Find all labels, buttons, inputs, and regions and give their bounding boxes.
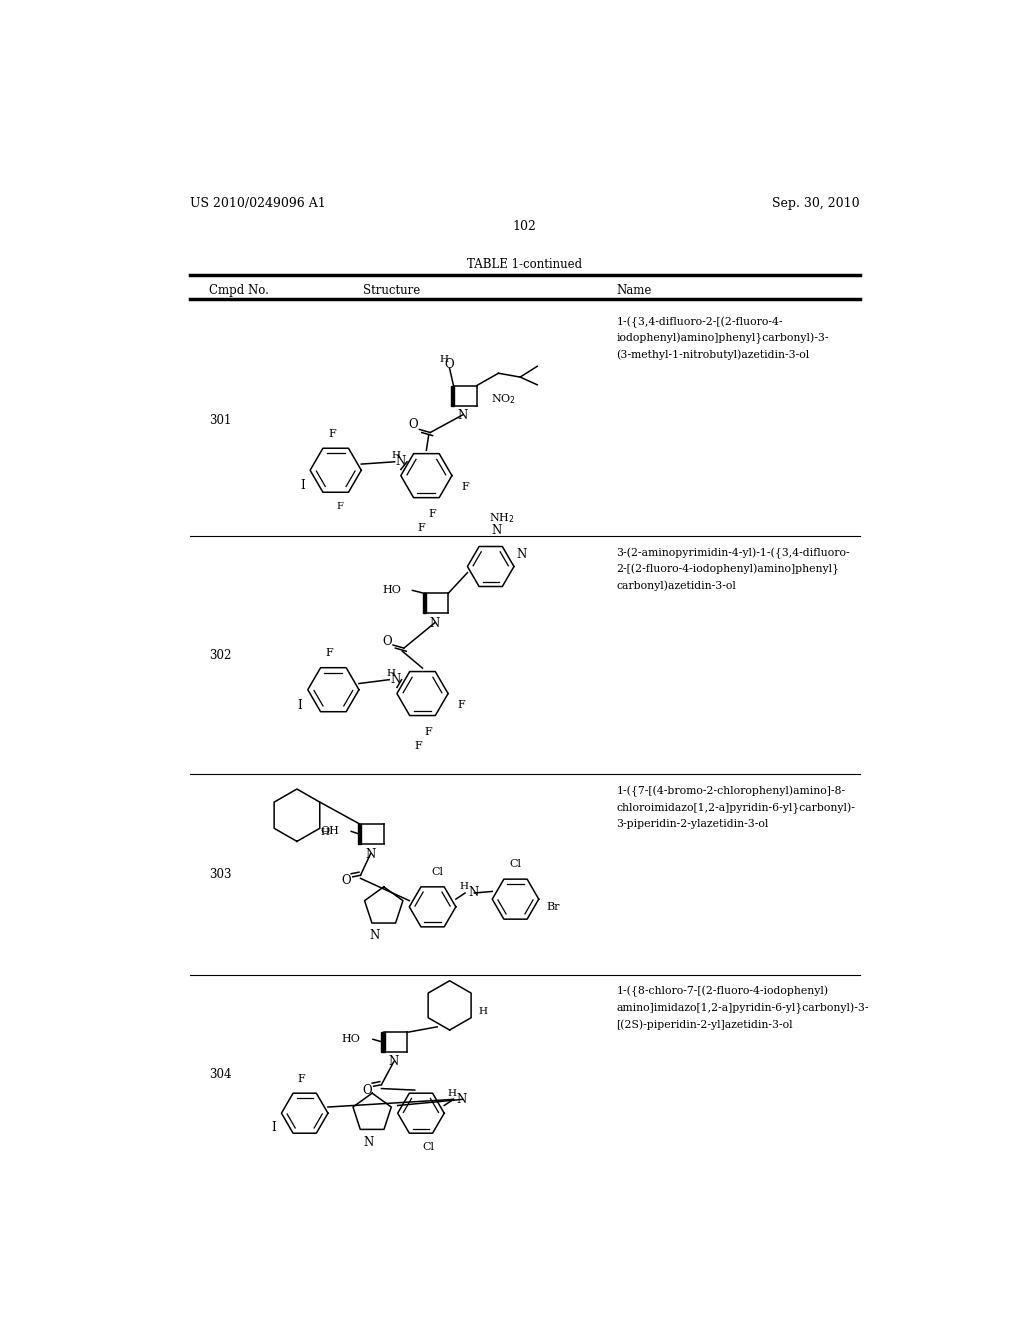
Text: F: F xyxy=(326,648,334,659)
Text: F: F xyxy=(429,508,436,519)
Text: I: I xyxy=(271,1121,276,1134)
Text: F: F xyxy=(458,700,465,710)
Text: N: N xyxy=(492,524,502,537)
Text: H: H xyxy=(478,1007,487,1016)
Text: N: N xyxy=(395,455,406,469)
Text: 301: 301 xyxy=(209,413,231,426)
Text: N: N xyxy=(366,847,376,861)
Text: H: H xyxy=(391,451,400,461)
Text: H: H xyxy=(321,828,330,837)
Text: F: F xyxy=(418,523,426,532)
Text: NO$_2$: NO$_2$ xyxy=(490,392,516,407)
Text: F: F xyxy=(328,429,336,438)
Text: HO: HO xyxy=(383,585,401,595)
Text: 304: 304 xyxy=(209,1068,231,1081)
Text: TABLE 1-continued: TABLE 1-continued xyxy=(467,259,583,271)
Text: F: F xyxy=(336,502,343,511)
Text: Cl: Cl xyxy=(423,1142,435,1152)
Text: O: O xyxy=(444,358,455,371)
Text: 303: 303 xyxy=(209,869,231,880)
Polygon shape xyxy=(452,385,455,405)
Text: Sep. 30, 2010: Sep. 30, 2010 xyxy=(772,197,859,210)
Text: F: F xyxy=(425,726,432,737)
Text: Structure: Structure xyxy=(362,284,420,297)
Text: N: N xyxy=(390,673,400,686)
Text: N: N xyxy=(430,616,440,630)
Text: N: N xyxy=(389,1056,399,1068)
Text: Name: Name xyxy=(616,284,651,297)
Text: H: H xyxy=(386,669,395,678)
Text: N: N xyxy=(516,548,526,561)
Text: H: H xyxy=(447,1089,457,1098)
Text: OH: OH xyxy=(319,826,339,837)
Text: 1-({3,4-difluoro-2-[(2-fluoro-4-
iodophenyl)amino]phenyl}carbonyl)-3-
(3-methyl-: 1-({3,4-difluoro-2-[(2-fluoro-4- iodophe… xyxy=(616,317,828,360)
Text: O: O xyxy=(409,418,418,432)
Text: Cl: Cl xyxy=(510,859,521,869)
Text: Br: Br xyxy=(547,902,560,912)
Text: F: F xyxy=(414,741,422,751)
Text: Cmpd No.: Cmpd No. xyxy=(209,284,269,297)
Text: N: N xyxy=(458,409,468,421)
Text: 102: 102 xyxy=(513,219,537,232)
Text: F: F xyxy=(297,1074,305,1084)
Text: 302: 302 xyxy=(209,648,231,661)
Text: O: O xyxy=(362,1084,373,1097)
Text: F: F xyxy=(461,482,469,492)
Polygon shape xyxy=(358,825,361,845)
Text: N: N xyxy=(370,929,380,942)
Text: I: I xyxy=(298,698,302,711)
Text: O: O xyxy=(342,874,351,887)
Text: O: O xyxy=(382,635,391,648)
Text: N: N xyxy=(468,887,478,899)
Text: 1-({7-[(4-bromo-2-chlorophenyl)amino]-8-
chloroimidazo[1,2-a]pyridin-6-yl}carbon: 1-({7-[(4-bromo-2-chlorophenyl)amino]-8-… xyxy=(616,785,855,829)
Polygon shape xyxy=(381,1032,385,1052)
Text: N: N xyxy=(457,1093,467,1106)
Text: H: H xyxy=(439,355,449,364)
Text: 1-({8-chloro-7-[(2-fluoro-4-iodophenyl)
amino]imidazo[1,2-a]pyridin-6-yl}carbony: 1-({8-chloro-7-[(2-fluoro-4-iodophenyl) … xyxy=(616,986,868,1030)
Text: Cl: Cl xyxy=(431,867,443,876)
Text: 3-(2-aminopyrimidin-4-yl)-1-({3,4-difluoro-
2-[(2-fluoro-4-iodophenyl)amino]phen: 3-(2-aminopyrimidin-4-yl)-1-({3,4-difluo… xyxy=(616,548,850,591)
Text: HO: HO xyxy=(342,1035,360,1044)
Text: H: H xyxy=(459,882,468,891)
Text: NH$_2$: NH$_2$ xyxy=(489,511,515,525)
Text: US 2010/0249096 A1: US 2010/0249096 A1 xyxy=(190,197,326,210)
Text: N: N xyxy=(364,1135,374,1148)
Text: I: I xyxy=(300,479,305,492)
Polygon shape xyxy=(423,594,426,614)
